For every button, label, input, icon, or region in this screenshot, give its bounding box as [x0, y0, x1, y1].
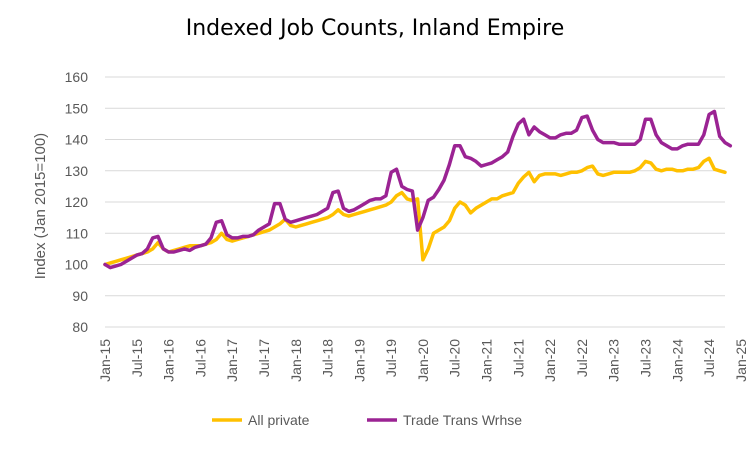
y-tick-label: 100 — [65, 257, 89, 273]
x-tick-label: Jan-24 — [669, 339, 685, 382]
y-tick-label: 160 — [65, 69, 89, 85]
x-tick-label: Jul-16 — [192, 339, 208, 377]
x-tick-label: Jan-20 — [415, 339, 431, 382]
x-tick-label: Jul-20 — [447, 339, 463, 377]
x-tick-label: Jul-21 — [510, 339, 526, 377]
legend-label: Trade Trans Wrhse — [403, 412, 522, 428]
x-tick-label: Jul-18 — [320, 339, 336, 377]
x-tick-label: Jul-22 — [574, 339, 590, 377]
x-tick-label: Jan-17 — [224, 339, 240, 382]
x-tick-label: Jan-15 — [97, 339, 113, 382]
x-tick-label: Jul-15 — [129, 339, 145, 377]
y-tick-label: 130 — [65, 163, 89, 179]
y-tick-label: 150 — [65, 100, 89, 116]
x-tick-label: Jan-25 — [733, 339, 749, 382]
x-tick-label: Jan-16 — [161, 339, 177, 382]
series-line-trade-trans-wrhse — [103, 109, 733, 270]
x-tick-label: Jul-19 — [383, 339, 399, 377]
x-tick-label: Jan-19 — [351, 339, 367, 382]
chart-title: Indexed Job Counts, Inland Empire — [185, 16, 565, 41]
x-tick-label: Jan-23 — [606, 339, 622, 382]
x-tick-label: Jul-17 — [256, 339, 272, 377]
y-tick-label: 110 — [66, 225, 89, 241]
y-tick-label: 140 — [65, 132, 89, 148]
x-tick-label: Jan-21 — [479, 339, 495, 382]
y-axis-title: Index (Jan 2015=100) — [32, 133, 49, 279]
y-tick-label: 80 — [72, 319, 88, 335]
x-tick-label: Jan-22 — [542, 339, 558, 382]
y-tick-label: 120 — [65, 194, 89, 210]
legend-label: All private — [248, 412, 310, 428]
x-tick-label: Jul-24 — [701, 339, 717, 377]
x-tick-label: Jul-23 — [638, 339, 654, 377]
x-tick-label: Jan-18 — [288, 339, 304, 382]
y-tick-label: 90 — [72, 288, 88, 304]
